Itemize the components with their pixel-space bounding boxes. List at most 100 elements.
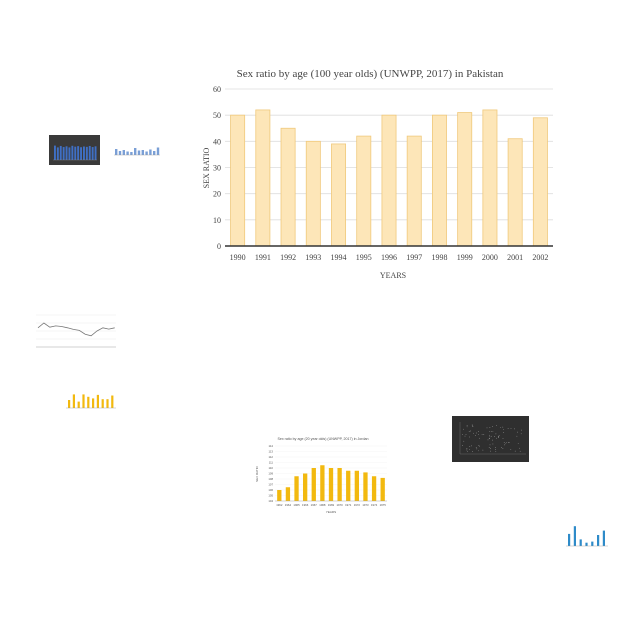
thumb-dot <box>487 439 489 441</box>
thumb-dot <box>462 434 463 436</box>
bar <box>230 114 246 247</box>
thumb-dot <box>492 439 493 441</box>
thumb-dot <box>472 425 473 427</box>
thumb-dot <box>498 435 499 437</box>
dark-bar-chart-thumbnail[interactable] <box>49 135 100 165</box>
thumb-bar <box>74 146 77 160</box>
thumb-dot <box>471 445 472 447</box>
thumb-dot <box>478 445 480 447</box>
thumb-bar <box>85 146 88 160</box>
x-tick-label: 1992 <box>280 253 296 262</box>
thumb-dot <box>499 435 500 437</box>
x-tick-label: 1999 <box>457 253 473 262</box>
x-tick-label: 2001 <box>507 253 523 262</box>
bar <box>305 140 321 247</box>
bar <box>532 117 548 247</box>
x-tick-label: 1994 <box>331 253 347 262</box>
thumb-dot <box>491 435 492 437</box>
thumb-dot <box>503 432 505 433</box>
thumb-bar <box>346 470 351 501</box>
thumb-y-tick: 112 <box>269 455 274 459</box>
x-tick-labels: 1990 1991 1992 1993 1994 1995 1996 1997 1998 1999… <box>230 253 549 262</box>
thumb-bar <box>579 539 582 546</box>
thumb-y-tick: 108 <box>268 477 273 481</box>
thumb-bar <box>77 401 80 408</box>
small-blue-bar-chart-thumbnail[interactable] <box>110 136 162 166</box>
thumb-bar <box>54 145 56 160</box>
dark-scatter-thumbnail[interactable] <box>452 416 529 462</box>
thumb-dot <box>514 450 516 452</box>
thumb-bar <box>380 477 385 501</box>
thumb-bar <box>68 400 71 408</box>
thumb-x-tick: 1966 <box>302 503 309 507</box>
thumb-bar <box>149 149 152 155</box>
thumb-bar <box>106 399 109 408</box>
x-tick-label: 1991 <box>255 253 271 262</box>
thumb-bar <box>56 147 59 160</box>
thumb-dot <box>496 425 497 427</box>
thumb-dot <box>481 434 483 436</box>
thumb-dot <box>463 440 465 442</box>
thumb-dot <box>519 450 521 452</box>
x-tick-label: 2000 <box>482 253 498 262</box>
thumb-dot <box>462 445 463 446</box>
thumb-bar <box>88 145 91 160</box>
thumb-bar <box>145 151 148 155</box>
thumb-bar <box>568 533 571 546</box>
thumb-bar <box>68 147 71 160</box>
thumb-dot <box>463 428 464 430</box>
thumb-y-tick: 106 <box>268 488 273 492</box>
thumb-dot <box>473 432 474 434</box>
thumb-x-tick: 1970 <box>336 503 343 507</box>
thumb-jordan-ylabel: SEX RATIO <box>255 465 259 481</box>
thumb-dot <box>508 442 510 443</box>
thumb-dot <box>513 428 515 430</box>
y-tick-label: 40 <box>213 137 221 146</box>
thumb-bar <box>156 147 160 155</box>
thumb-bar <box>130 152 133 155</box>
thumb-dot <box>489 430 490 432</box>
thumb-dot <box>517 442 519 444</box>
bar <box>406 135 422 247</box>
yellow-bar-chart-thumbnail[interactable]: Sex ratio by age (20 year olds) (UNWPP, … <box>253 434 393 516</box>
thumb-dot <box>492 426 493 427</box>
thumb-dot <box>465 434 467 435</box>
thumb-dot <box>517 431 518 433</box>
thumb-dot <box>495 451 497 453</box>
thumb-dot <box>478 434 479 436</box>
thumb-bar <box>118 151 122 155</box>
thumb-bar <box>153 151 156 155</box>
bar <box>356 135 372 247</box>
thumb-y-tick: 114 <box>269 444 274 448</box>
blue-bar-chart-thumbnail[interactable] <box>556 518 609 550</box>
thumb-dot <box>489 448 491 449</box>
small-yellow-bar-chart-thumbnail[interactable] <box>60 378 118 414</box>
thumb-dot <box>502 426 504 428</box>
thumb-dot <box>489 436 491 438</box>
thumb-dot <box>492 443 494 445</box>
thumb-dot <box>507 428 509 429</box>
y-tick-label: 20 <box>213 190 221 199</box>
thumb-bar <box>59 145 62 160</box>
thumb-dot <box>520 433 522 435</box>
y-tick-label: 0 <box>217 242 221 251</box>
thumb-dot <box>503 442 505 443</box>
thumb-dot <box>469 448 470 450</box>
thumb-dot <box>520 429 522 431</box>
thumb-dot <box>469 446 471 447</box>
thumb-dot <box>470 430 471 432</box>
thumb-bar <box>82 394 85 408</box>
thumb-dot <box>507 441 509 443</box>
thumb-dot <box>488 447 490 448</box>
thumb-bar <box>96 394 99 408</box>
bar <box>507 138 523 247</box>
line-chart-thumbnail[interactable] <box>24 303 119 358</box>
x-tick-label: 1995 <box>356 253 372 262</box>
thumb-dot <box>488 434 490 436</box>
thumb-bar <box>115 149 118 155</box>
thumb-dot <box>466 426 468 428</box>
bar <box>331 143 347 247</box>
thumb-bar <box>77 146 80 160</box>
thumb-dot <box>498 437 499 439</box>
x-tick-label: 1993 <box>305 253 321 262</box>
